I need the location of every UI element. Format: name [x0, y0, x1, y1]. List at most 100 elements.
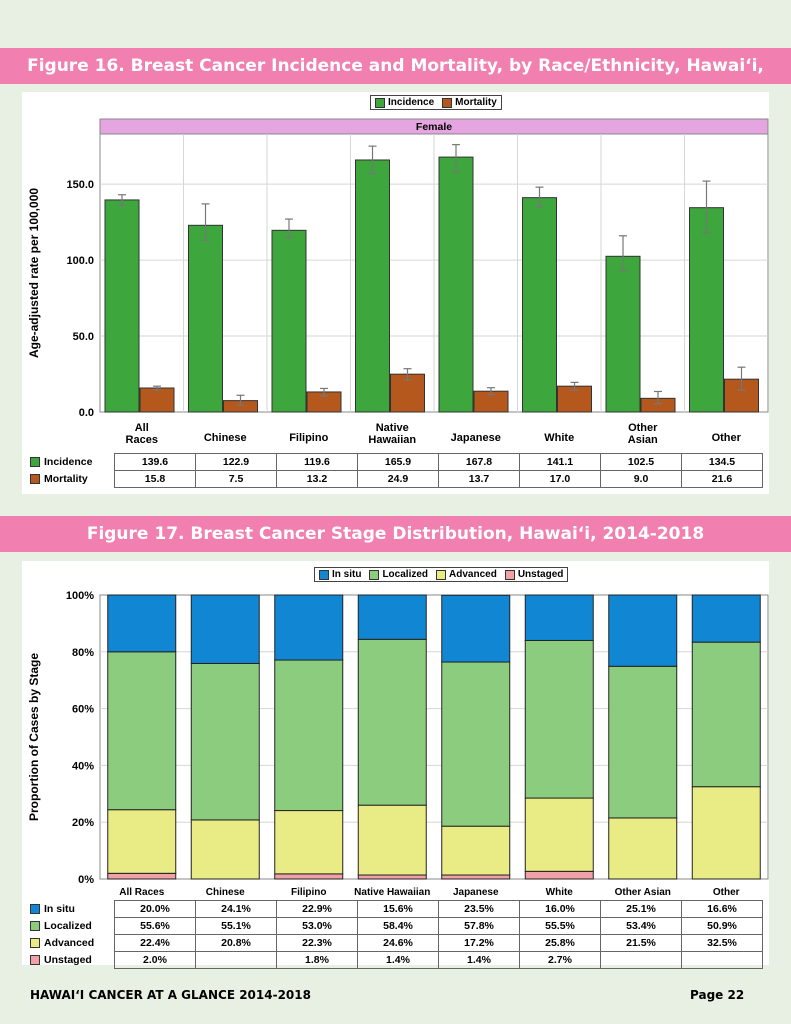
- table-cell: 50.9%: [681, 917, 763, 935]
- figure-17-legend: In situ Localized Advanced Unstaged: [314, 567, 569, 582]
- stacked-segment-advanced: [190, 819, 260, 880]
- table-cell: 16.6%: [681, 900, 763, 918]
- stacked-segment-advanced: [107, 809, 177, 874]
- incidence-swatch: [375, 97, 385, 108]
- stacked-segment-advanced: [357, 804, 427, 876]
- stacked-segment-unstaged: [524, 870, 594, 880]
- table-cell: 167.8: [438, 453, 520, 471]
- table-cell: 21.6: [681, 470, 763, 488]
- table-cell: 2.7%: [519, 951, 601, 969]
- row-label-mortality: Mortality: [28, 471, 115, 488]
- legend-label: Advanced: [449, 569, 497, 580]
- table-row: Localized 55.6% 55.1% 53.0% 58.4% 57.8% …: [28, 917, 763, 935]
- figure-17-title: Figure 17. Breast Cancer Stage Distribut…: [0, 516, 791, 552]
- figure-17-data-table: In situ 20.0% 24.1% 22.9% 15.6% 23.5% 16…: [28, 900, 763, 969]
- row-label-in-situ: In situ: [28, 901, 115, 918]
- stacked-segment-in-situ: [524, 594, 594, 641]
- footer-publication-title: HAWAI‘I CANCER AT A GLANCE 2014-2018: [30, 988, 311, 1002]
- legend-label: Localized: [382, 569, 429, 580]
- table-cell: 22.4%: [114, 934, 196, 952]
- stacked-segment-localized: [608, 665, 678, 819]
- stacked-segment-in-situ: [441, 594, 511, 663]
- y-tick-label: 100%: [66, 590, 94, 602]
- y-tick-label: 80%: [72, 647, 94, 659]
- bar-incidence: [522, 197, 557, 413]
- table-cell: 55.5%: [519, 917, 601, 935]
- x-tick-label: Other: [713, 887, 740, 898]
- stacked-segment-localized: [190, 662, 260, 821]
- table-cell: 21.5%: [600, 934, 682, 952]
- stacked-segment-in-situ: [357, 594, 427, 640]
- stacked-segment-localized: [107, 651, 177, 811]
- bar-incidence: [188, 224, 223, 413]
- stacked-segment-in-situ: [691, 594, 761, 643]
- x-tick-label: Filipino: [291, 887, 327, 898]
- table-cell: 9.0: [600, 470, 682, 488]
- row-label-localized: Localized: [28, 918, 115, 935]
- y-axis-label: Proportion of Cases by Stage: [27, 653, 41, 821]
- legend-item-localized: Localized: [369, 569, 428, 580]
- x-tick-label: Native: [376, 422, 409, 434]
- legend-label: In situ: [332, 569, 362, 580]
- table-cell: 15.8: [114, 470, 196, 488]
- stacked-segment-localized: [357, 638, 427, 806]
- row-label-unstaged: Unstaged: [28, 952, 115, 969]
- stacked-segment-advanced: [441, 825, 511, 876]
- table-cell: 53.4%: [600, 917, 682, 935]
- x-tick-label: Japanese: [451, 432, 501, 444]
- stage-distribution-chart: 0% 20% 40% 60% 80% 100% All Races Chinese Filipi…: [27, 590, 769, 898]
- x-tick-label: Other: [712, 432, 742, 444]
- bar-incidence: [271, 229, 307, 413]
- stacked-segment-advanced: [608, 817, 678, 880]
- table-cell: 7.5: [195, 470, 277, 488]
- bar-mortality: [557, 385, 592, 413]
- table-cell: 1.4%: [357, 951, 439, 969]
- table-cell: 119.6: [276, 453, 358, 471]
- legend-label: Unstaged: [517, 569, 564, 580]
- stacked-segment-advanced: [274, 810, 344, 875]
- x-tick-label: White: [544, 432, 574, 444]
- panel-label: Female: [416, 121, 452, 133]
- localized-swatch: [369, 569, 380, 580]
- table-cell: 20.8%: [195, 934, 277, 952]
- table-cell: 165.9: [357, 453, 439, 471]
- stacked-segment-localized: [524, 639, 594, 799]
- x-tick-label: Japanese: [453, 887, 499, 898]
- stacked-segment-localized: [691, 641, 761, 788]
- table-cell: 102.5: [600, 453, 682, 471]
- table-cell: 22.3%: [276, 934, 358, 952]
- table-cell: [195, 951, 277, 969]
- bar-incidence: [355, 159, 390, 413]
- figure-16-legend: Incidence Mortality: [370, 95, 502, 110]
- table-cell: 2.0%: [114, 951, 196, 969]
- bar-mortality: [139, 387, 175, 413]
- table-row: Advanced 22.4% 20.8% 22.3% 24.6% 17.2% 2…: [28, 934, 763, 952]
- x-tick-label: Asian: [628, 434, 658, 446]
- table-cell: 55.6%: [114, 917, 196, 935]
- figure-17-panel: In situ Localized Advanced Unstaged 0% 20…: [22, 561, 769, 969]
- stacked-segment-localized: [274, 659, 344, 812]
- table-cell: 1.8%: [276, 951, 358, 969]
- stacked-segment-advanced: [691, 786, 761, 880]
- x-tick-label: Hawaiian: [368, 434, 416, 446]
- x-tick-label: Chinese: [206, 887, 245, 898]
- table-row: Incidence 139.6 122.9 119.6 165.9 167.8 …: [28, 453, 763, 471]
- y-tick-label: 40%: [72, 760, 94, 772]
- unstaged-swatch: [504, 569, 515, 580]
- table-cell: 53.0%: [276, 917, 358, 935]
- table-cell: [681, 951, 763, 969]
- table-cell: 55.1%: [195, 917, 277, 935]
- legend-item-in-situ: In situ: [319, 569, 361, 580]
- y-tick-label: 20%: [72, 817, 94, 829]
- stacked-segment-in-situ: [608, 594, 678, 667]
- legend-label: Mortality: [455, 97, 497, 108]
- in-situ-swatch: [319, 569, 329, 580]
- table-row: Mortality 15.8 7.5 13.2 24.9 13.7 17.0 9…: [28, 470, 763, 488]
- x-tick-label: Native Hawaiian: [354, 887, 430, 898]
- table-cell: 58.4%: [357, 917, 439, 935]
- table-cell: 24.1%: [195, 900, 277, 918]
- stacked-segment-localized: [441, 661, 511, 827]
- figure-16-title: Figure 16. Breast Cancer Incidence and M…: [0, 48, 791, 112]
- table-cell: 139.6: [114, 453, 196, 471]
